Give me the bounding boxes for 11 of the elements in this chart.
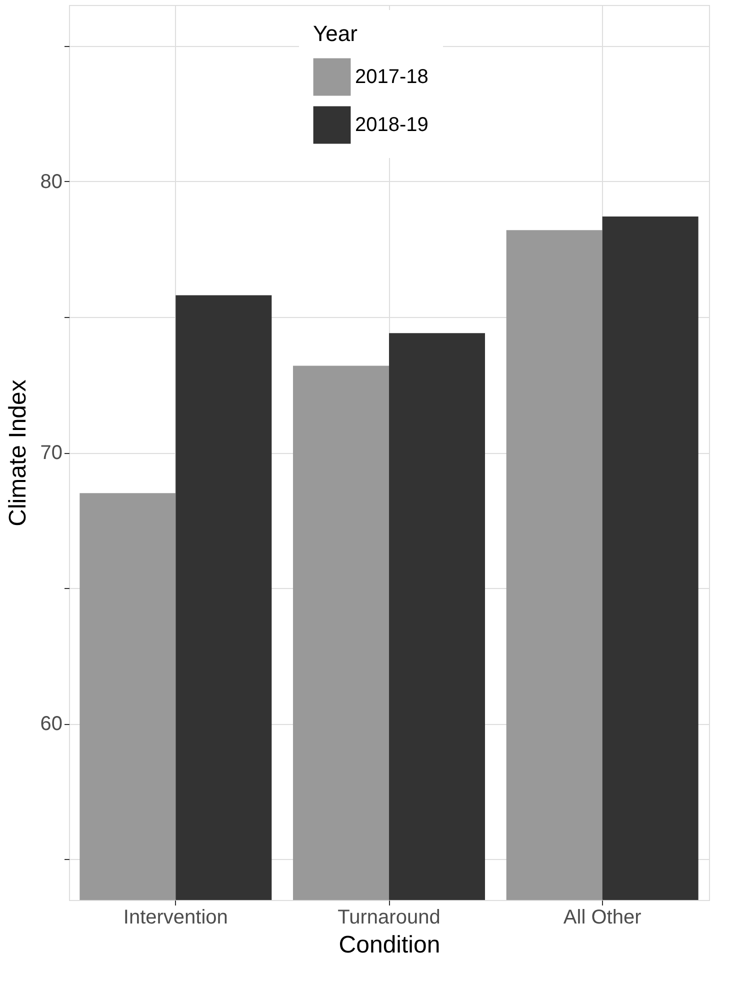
legend-title: Year [313, 21, 358, 46]
y-axis-title: Climate Index [4, 380, 32, 526]
x-tick-label: Turnaround [338, 906, 440, 928]
y-tick-label: 70 [40, 442, 62, 464]
x-tick-label: Intervention [123, 906, 228, 928]
y-tick-label: 60 [40, 713, 62, 736]
x-axis-title: Condition [338, 932, 440, 958]
y-tick-label: 80 [40, 170, 62, 193]
legend-label: 2017-18 [355, 66, 428, 88]
legend-label: 2018-19 [355, 114, 428, 136]
x-tick-label: All Other [563, 906, 642, 928]
